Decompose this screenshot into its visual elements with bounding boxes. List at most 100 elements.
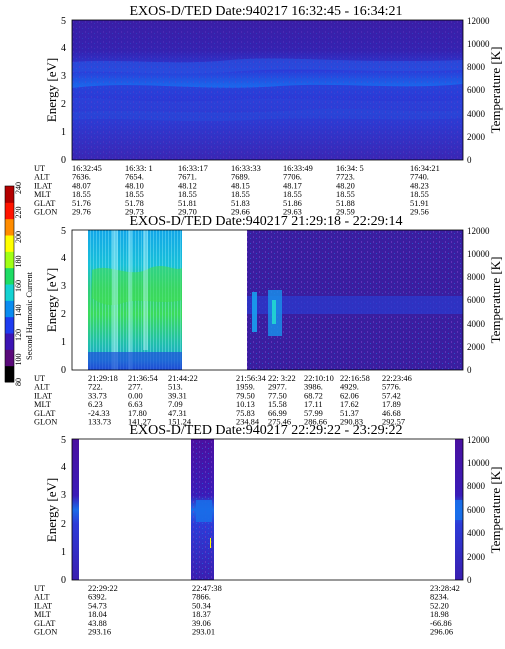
orbit-row-value: 10.13 [236, 400, 255, 409]
orbit-row-value: 133.73 [88, 418, 111, 427]
orbit-row-value: 234.84 [236, 418, 260, 427]
panel-3-plot-area [72, 439, 463, 580]
panel-3-ytick: 3 [61, 490, 66, 501]
orbit-row-value: 52.20 [430, 601, 449, 610]
panel-2-ytick: 5 [61, 226, 66, 237]
colorbar-swatch [5, 316, 14, 334]
orbit-row-value: 6.63 [128, 400, 143, 409]
orbit-row-value: 48.23 [410, 181, 429, 190]
panel-1-frame [71, 19, 464, 161]
colorbar-swatch [5, 333, 14, 350]
panel-1-plot-area [72, 20, 463, 160]
orbit-row-value: 7636. [72, 173, 91, 182]
orbit-row-value: 7723. [336, 173, 355, 182]
orbit-row-value: 290.83 [340, 418, 363, 427]
panel-3-rtick: 12000 [467, 435, 490, 445]
orbit-row-value: 16:33:17 [178, 164, 208, 173]
orbit-row-value: 275.46 [268, 418, 291, 427]
orbit-row-value: 29.73 [125, 208, 144, 217]
panel-2-yticks: 0 1 2 3 4 5 [61, 226, 66, 376]
orbit-row-value: 48.15 [231, 181, 250, 190]
colorbar-swatch [5, 218, 14, 236]
panel-2-rtick: 2000 [467, 342, 486, 352]
orbit-row-value: 22:29:22 [88, 584, 118, 593]
orbit-row-value: 48.12 [178, 181, 197, 190]
orbit-row-value: 7866. [192, 593, 211, 602]
orbit-row-value: 141.27 [128, 418, 151, 427]
orbit-row-label: ILAT [34, 391, 52, 400]
orbit-row-value: 21:56:34 [236, 374, 267, 383]
orbit-row-value: 22:10:10 [304, 374, 334, 383]
colorbar: 80 100 120 140 160 180 200 220 240 Second Harmon… [4, 182, 34, 386]
orbit-row-value: 17.89 [382, 400, 401, 409]
orbit-row-value: 7740. [410, 173, 429, 182]
colorbar-tick: 100 [14, 354, 23, 366]
panel-2-rtick: 4000 [467, 319, 486, 329]
orbit-row-value: 7671. [178, 173, 197, 182]
panel-2-ytick: 1 [61, 337, 66, 348]
panel-3-orbit-table: UT 22:29:22 22:47:38 23:28:42 ALT 6392. 7866. 8… [34, 584, 460, 637]
panel-2-frame [71, 229, 464, 371]
orbit-row-value: 18.55 [410, 190, 429, 199]
colorbar-swatch [5, 186, 14, 203]
orbit-row-value: 17.62 [340, 400, 359, 409]
panel-3-ytick: 0 [61, 575, 66, 586]
orbit-row-value: 18.55 [125, 190, 144, 199]
panel-1-rtick: 12000 [467, 16, 490, 26]
orbit-row-value: -66.86 [430, 619, 452, 628]
orbit-row-value: 2977. [268, 383, 287, 392]
orbit-row-value: 0.00 [128, 391, 143, 400]
orbit-row-value: 16:33:49 [283, 164, 313, 173]
panel-2-orbit-table: UT 21:29:18 21:36:54 21:44:22 21:56:34 22: 3:… [34, 374, 412, 427]
orbit-row-label: ALT [34, 383, 50, 392]
orbit-row-label: GLON [34, 628, 57, 637]
orbit-row-value: 48.20 [336, 181, 355, 190]
orbit-row-value: 16:33:33 [231, 164, 261, 173]
panel-3-rtick: 0 [467, 575, 472, 585]
colorbar-ticks: 80 100 120 140 160 180 200 220 240 [14, 182, 23, 386]
orbit-row-value: 8234. [430, 593, 449, 602]
panel-2-ytick: 2 [61, 309, 66, 320]
panel-2-ytick: 0 [61, 365, 66, 376]
colorbar-swatch [5, 284, 14, 301]
panel-2-ytick: 3 [61, 281, 66, 292]
orbit-row-value: 57.99 [304, 409, 323, 418]
panel-2-plot-area [72, 230, 463, 370]
panel-1-rtick: 6000 [467, 85, 486, 95]
panel-2-rlabel: Temperature [K] [488, 257, 503, 344]
orbit-row-value: 39.31 [168, 391, 187, 400]
panel-1-rtick: 0 [467, 155, 472, 165]
panel-1-ytick: 1 [61, 127, 66, 138]
orbit-row-value: 3986. [304, 383, 323, 392]
orbit-row-value: 48.10 [125, 181, 144, 190]
colorbar-swatch [5, 300, 14, 318]
orbit-row-value: 18.04 [88, 610, 108, 619]
orbit-row-label: MLT [34, 610, 51, 619]
panel-1-ylabel: Energy [eV] [44, 58, 59, 122]
colorbar-tick: 120 [14, 329, 23, 341]
orbit-row-value: 66.99 [268, 409, 287, 418]
colorbar-tick: 200 [14, 231, 23, 243]
panel-2: EXOS-D/TED Date:940217 21:29:18 - 22:29:… [34, 214, 503, 427]
orbit-row-label: UT [34, 164, 45, 173]
panel-3-rtick: 2000 [467, 552, 486, 562]
panel-3-ytick: 4 [61, 462, 66, 473]
panel-1-ytick: 3 [61, 71, 66, 82]
panel-1-yticks: 0 1 2 3 4 5 [61, 16, 66, 166]
orbit-row-label: ALT [34, 173, 50, 182]
orbit-row-value: 68.72 [304, 391, 323, 400]
orbit-row-value: 47.31 [168, 409, 187, 418]
orbit-row-value: 292.57 [382, 418, 405, 427]
orbit-row-value: 51.91 [410, 199, 429, 208]
colorbar-swatch [5, 202, 14, 220]
orbit-row-value: 23:28:42 [430, 584, 460, 593]
orbit-row-value: 17.11 [304, 400, 323, 409]
orbit-row-label: GLON [34, 418, 57, 427]
orbit-row-value: 51.88 [336, 199, 355, 208]
orbit-row-value: 22: 3:22 [268, 374, 296, 383]
panel-2-rtick: 10000 [467, 249, 490, 259]
colorbar-tick: 220 [14, 207, 23, 219]
orbit-row-value: 722. [88, 383, 103, 392]
orbit-row-value: 151.24 [168, 418, 192, 427]
